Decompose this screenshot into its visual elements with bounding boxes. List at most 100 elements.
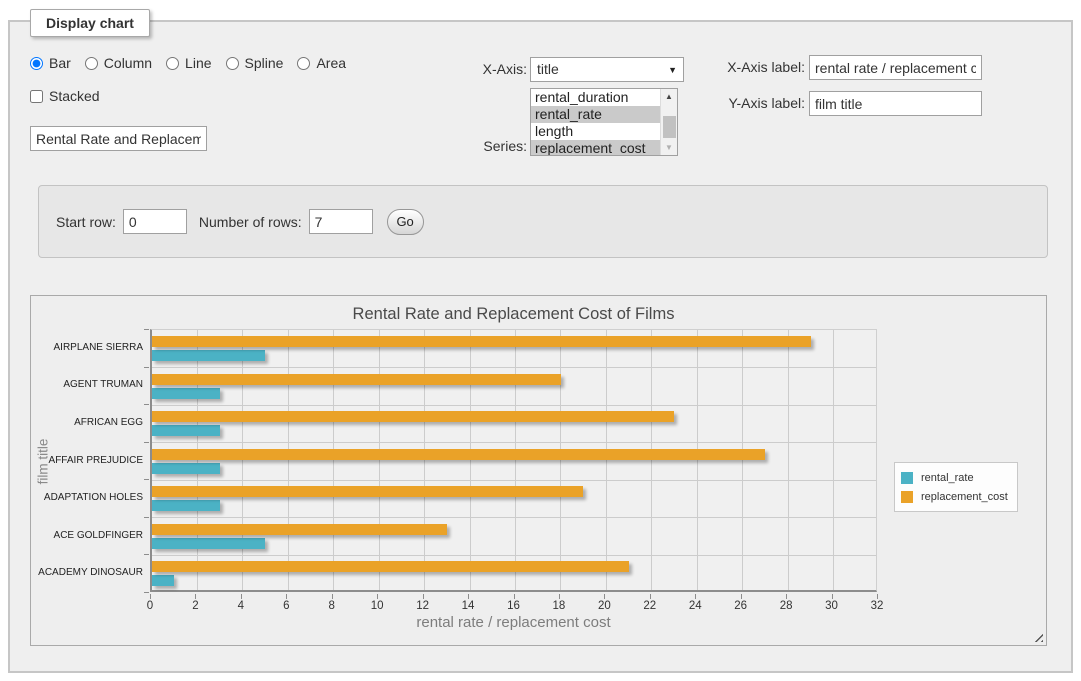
category-label: ACE GOLDFINGER (53, 529, 143, 541)
bar-replacement_cost-AFFAIR PREJUDICE (152, 448, 766, 460)
x-tick-mark (604, 594, 606, 599)
legend-entry: rental_rate (901, 468, 1008, 487)
gridline-vertical (515, 330, 516, 590)
legend-swatch-replacement_cost (901, 490, 913, 503)
x-tick-label: 28 (779, 600, 793, 612)
x-tick-label: 8 (328, 600, 335, 612)
x-tick-mark (786, 594, 788, 599)
x-tick-mark (558, 594, 560, 599)
gridline-vertical (378, 330, 380, 590)
x-tick-label: 32 (870, 600, 884, 612)
gridline-vertical (287, 330, 289, 590)
x-tick-mark (331, 594, 333, 599)
x-tick-mark (377, 594, 379, 599)
gridline-vertical (833, 330, 835, 590)
start-row-label: Start row: (56, 213, 116, 230)
bar-replacement_cost-AGENT TRUMAN (152, 373, 561, 385)
x-tick-label: 10 (370, 600, 384, 612)
x-tick-mark (422, 594, 424, 599)
radio-line-label[interactable]: Line (185, 55, 212, 71)
y-tick-mark (144, 592, 149, 593)
gridline-vertical (560, 330, 562, 590)
x-axis-label-input[interactable] (809, 55, 982, 80)
series-option-length[interactable]: length (535, 123, 574, 139)
gridline-horizontal (152, 442, 876, 444)
stacked-checkbox[interactable] (30, 89, 43, 103)
gridline-horizontal (152, 554, 876, 556)
radio-bar-label[interactable]: Bar (49, 55, 71, 71)
chart-title-input[interactable] (30, 126, 207, 151)
gridline-vertical (605, 330, 607, 590)
x-tick-mark (740, 594, 742, 599)
x-axis-select-label: X-Axis: (482, 61, 527, 77)
x-axis-select-value: title (537, 61, 559, 77)
scroll-up-icon[interactable]: ▲ (665, 92, 673, 101)
row-range-panel: Start row: Number of rows: Go (38, 185, 1048, 258)
radio-area[interactable] (297, 56, 311, 70)
radio-spline[interactable] (225, 56, 239, 70)
category-label: AFFAIR PREJUDICE (48, 454, 143, 466)
y-tick-mark (144, 516, 149, 518)
y-axis-label-label: Y-Axis label: (728, 95, 805, 111)
x-tick-label: 4 (237, 600, 245, 612)
go-button[interactable]: Go (386, 208, 424, 235)
gridline-vertical (696, 330, 698, 590)
scroll-down-icon[interactable]: ▼ (665, 143, 673, 152)
bar-replacement_cost-ACE GOLDFINGER (152, 523, 448, 535)
stacked-label[interactable]: Stacked (49, 88, 100, 104)
chart-title: Rental Rate and Replacement Cost of Film… (352, 305, 675, 323)
series-option-rental_rate[interactable]: rental_rate (531, 106, 660, 123)
legend-label: rental_rate (921, 471, 974, 484)
x-tick-label: 24 (688, 600, 702, 612)
panel-legend: Display chart (30, 9, 150, 37)
series-option-replacement_cost[interactable]: replacement_cost (531, 140, 660, 155)
radio-column[interactable] (84, 56, 98, 70)
x-tick-label: 12 (416, 600, 430, 612)
radio-area-label[interactable]: Area (316, 55, 347, 71)
x-tick-mark (468, 594, 470, 599)
bar-rental_rate-ACADEMY DINOSAUR (152, 575, 175, 587)
y-tick-mark (144, 329, 149, 330)
series-option-rental_duration[interactable]: rental_duration (535, 89, 629, 105)
x-axis-select[interactable]: title ▼ (530, 57, 684, 82)
chart-plot-area (150, 329, 877, 592)
category-label: ACADEMY DINOSAUR (38, 567, 143, 579)
radio-bar[interactable] (30, 56, 43, 70)
gridline-vertical (196, 330, 198, 590)
x-tick-mark (877, 594, 878, 599)
num-rows-label: Number of rows: (198, 213, 302, 230)
legend-swatch-rental_rate (901, 471, 913, 484)
radio-spline-label[interactable]: Spline (244, 55, 284, 71)
x-tick-label: 14 (461, 600, 475, 612)
x-tick-mark (695, 594, 697, 599)
bar-rental_rate-AFRICAN EGG (152, 425, 220, 437)
x-tick-label: 22 (643, 600, 657, 612)
x-tick-mark (649, 594, 651, 599)
bar-rental_rate-AIRPLANE SIERRA (152, 350, 266, 361)
category-label: AIRPLANE SIERRA (53, 341, 143, 353)
chart-x-axis-title: rental rate / replacement cost (416, 614, 611, 631)
radio-column-label[interactable]: Column (103, 55, 153, 71)
radio-line[interactable] (166, 56, 180, 70)
x-tick-mark (195, 594, 197, 599)
start-row-input[interactable] (122, 209, 187, 234)
gridline-vertical (242, 330, 244, 590)
category-label: AGENT TRUMAN (63, 379, 143, 391)
x-tick-label: 20 (597, 600, 611, 612)
series-select-label: Series: (483, 138, 527, 154)
chevron-down-icon: ▼ (668, 65, 677, 75)
scrollbar-thumb[interactable] (663, 116, 676, 138)
series-scrollbar[interactable]: ▲ ▼ (660, 89, 677, 155)
bar-replacement_cost-AIRPLANE SIERRA (152, 336, 811, 347)
category-label: ADAPTATION HOLES (43, 492, 143, 504)
y-tick-mark (144, 366, 149, 368)
num-rows-input[interactable] (308, 209, 373, 234)
series-multiselect[interactable]: rental_duration rental_rate length replacem… (530, 88, 678, 156)
bar-rental_rate-ADAPTATION HOLES (152, 500, 220, 512)
y-axis-label-input[interactable] (809, 91, 982, 116)
x-tick-label: 30 (825, 600, 838, 612)
bar-replacement_cost-ACADEMY DINOSAUR (152, 561, 629, 573)
chart-legend: rental_rate replacement_cost (894, 462, 1018, 512)
resize-grip-icon[interactable] (1031, 630, 1043, 642)
x-tick-label: 16 (507, 600, 520, 612)
